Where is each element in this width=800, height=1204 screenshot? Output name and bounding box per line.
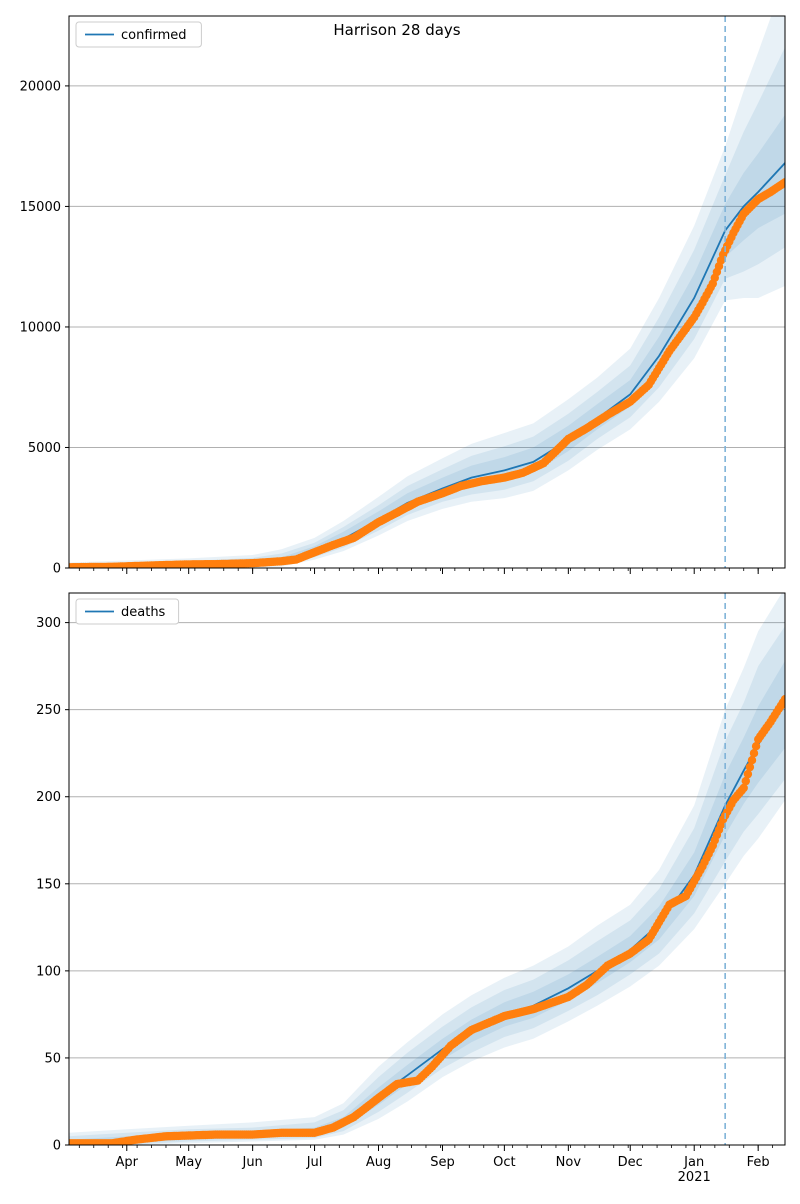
- observed-point: [780, 695, 785, 704]
- y-tick-label: 20000: [20, 79, 61, 94]
- observed-point: [751, 742, 761, 751]
- axes-frame: [68, 592, 786, 1146]
- x-tick-label: Apr: [116, 1155, 139, 1170]
- legend: confirmed: [75, 21, 202, 48]
- uncertainty-band: [69, 16, 785, 568]
- x-year-label: 2021: [678, 1170, 711, 1185]
- y-tick-label: 50: [44, 1051, 61, 1066]
- x-tick-label: Dec: [618, 1155, 643, 1170]
- y-tick-label: 250: [36, 703, 61, 718]
- axes-frame: [68, 15, 786, 569]
- observed-points: [69, 695, 785, 1145]
- observed-points: [69, 178, 785, 568]
- figure-title: Harrison 28 days: [333, 21, 461, 39]
- y-tick-label: 15000: [20, 200, 61, 215]
- y-tick-label: 0: [53, 1139, 61, 1154]
- x-tick-label: Nov: [556, 1155, 582, 1170]
- observed-point: [747, 756, 757, 765]
- observed-point: [741, 776, 750, 786]
- y-tick-label: 300: [36, 616, 61, 631]
- observed-point: [743, 769, 753, 779]
- y-tick-label: 5000: [28, 441, 61, 456]
- x-tick-label: Jan: [683, 1155, 704, 1170]
- uncertainty-band: [69, 593, 785, 1145]
- y-tick-label: 100: [36, 964, 61, 979]
- observed-point: [739, 783, 748, 793]
- x-tick-label: Aug: [366, 1155, 391, 1170]
- x-tick-label: Feb: [747, 1155, 770, 1170]
- x-tick-label: Jul: [306, 1155, 323, 1170]
- x-tick-label: Oct: [493, 1155, 515, 1170]
- legend-box: [75, 598, 180, 625]
- observed-point: [780, 178, 785, 187]
- x-tick-label: May: [175, 1155, 202, 1170]
- y-tick-label: 10000: [20, 320, 61, 335]
- plot-area: [69, 593, 785, 1145]
- deaths-panel: 0 50 100 150 200 250 300 Apr May Jun Jul Aug Sep Oct N…: [36, 592, 786, 1185]
- plot-area: [69, 16, 785, 568]
- y-tick-label: 150: [36, 877, 61, 892]
- legend-box: [75, 21, 202, 48]
- observed-point: [749, 749, 759, 758]
- observed-point: [745, 762, 755, 772]
- x-tick-label: Jun: [241, 1155, 262, 1170]
- uncertainty-band: [69, 626, 785, 1145]
- y-tick-label: 200: [36, 790, 61, 805]
- legend: deaths: [75, 598, 180, 625]
- legend-label: confirmed: [121, 28, 187, 43]
- confirmed-panel: 0 5000 10000 15000 20000 confirmed: [20, 15, 786, 577]
- y-tick-label: 0: [53, 562, 61, 577]
- legend-label: deaths: [121, 605, 166, 620]
- x-tick-label: Sep: [430, 1155, 455, 1170]
